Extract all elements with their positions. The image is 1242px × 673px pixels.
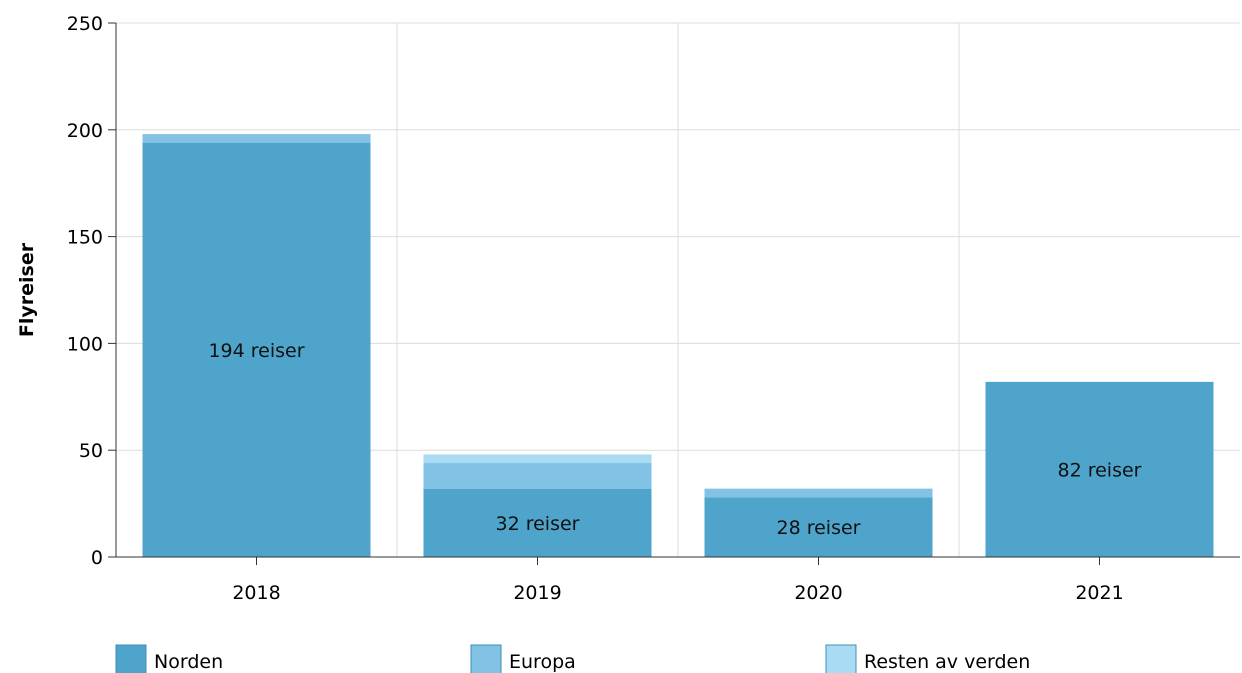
legend-label: Norden	[154, 651, 223, 673]
bar-2019-resten-av-verden	[423, 454, 652, 464]
y-tick-label: 100	[67, 333, 103, 355]
data-label-2020: 28 reiser	[777, 517, 861, 539]
x-tick-label: 2020	[794, 582, 842, 604]
legend-label: Resten av verden	[864, 651, 1030, 673]
y-tick-label: 200	[67, 120, 103, 142]
x-tick-label: 2018	[232, 582, 280, 604]
bar-2019-norden	[423, 488, 652, 557]
bar-2018-europa	[142, 134, 371, 143]
legend-swatch	[470, 644, 502, 673]
data-label-2021: 82 reiser	[1058, 459, 1142, 481]
data-label-2019: 32 reiser	[496, 513, 580, 535]
y-tick-label: 150	[67, 227, 103, 249]
legend: Norden Europa Resten av verden	[115, 644, 1030, 673]
bar-2018-norden	[142, 142, 371, 557]
x-tick-label: 2021	[1075, 582, 1123, 604]
y-tick-label: 50	[79, 440, 103, 462]
bar-2020-europa	[704, 488, 933, 498]
bars	[142, 134, 1214, 557]
bar-2019-europa	[423, 463, 652, 489]
legend-item-norden: Norden	[115, 644, 223, 673]
data-label-2018: 194 reiser	[208, 340, 304, 362]
y-axis-title: Flyreiser	[16, 242, 38, 337]
legend-item-resten-av-verden: Resten av verden	[825, 644, 1030, 673]
x-tick-label: 2019	[513, 582, 561, 604]
bar-2021-norden	[985, 381, 1214, 557]
legend-item-europa: Europa	[470, 644, 576, 673]
y-tick-label: 0	[91, 547, 103, 569]
legend-label: Europa	[509, 651, 576, 673]
legend-swatch	[825, 644, 857, 673]
axes: 0 50 100 150 200 250 2018 2019 2020 2021	[67, 13, 1240, 604]
bar-2020-norden	[704, 497, 933, 557]
data-labels: 194 reiser 32 reiser 28 reiser 82 reiser	[208, 340, 1141, 539]
y-tick-label: 250	[67, 13, 103, 35]
legend-swatch	[115, 644, 147, 673]
